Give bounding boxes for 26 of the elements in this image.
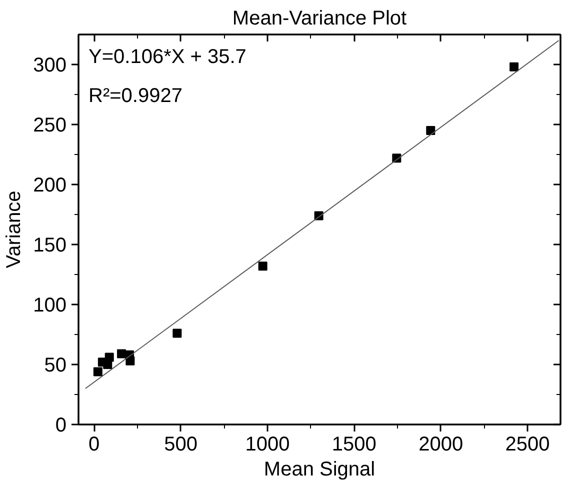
- point: [117, 349, 126, 358]
- y-tick-label: 150: [33, 234, 67, 256]
- y-tick-label: 250: [33, 114, 67, 136]
- chart-title: Mean-Variance Plot: [232, 8, 408, 30]
- point: [126, 356, 135, 366]
- x-tick-label: 0: [88, 434, 100, 456]
- x-tick-label: 500: [164, 434, 198, 456]
- x-axis-title: Mean Signal: [264, 458, 376, 480]
- y-tick-label: 50: [44, 354, 67, 376]
- x-tick-label: 2000: [418, 434, 464, 456]
- y-tick-label: 300: [33, 54, 67, 76]
- x-tick-label: 1000: [245, 434, 290, 456]
- point: [104, 352, 114, 362]
- x-tick-label: 2500: [505, 434, 550, 456]
- point: [172, 328, 182, 338]
- point: [510, 62, 519, 72]
- y-tick-label: 200: [33, 174, 67, 196]
- point: [426, 126, 436, 135]
- y-tick-label: 0: [55, 414, 66, 436]
- point: [93, 367, 102, 376]
- annotation: R²=0.9927: [88, 85, 182, 108]
- y-tick-label: 100: [33, 294, 67, 316]
- x-tick-label: 1500: [332, 434, 376, 456]
- annotation: Y=0.106*X + 35.7: [88, 46, 246, 68]
- point: [258, 262, 268, 271]
- y-axis-title: Variance: [3, 190, 26, 268]
